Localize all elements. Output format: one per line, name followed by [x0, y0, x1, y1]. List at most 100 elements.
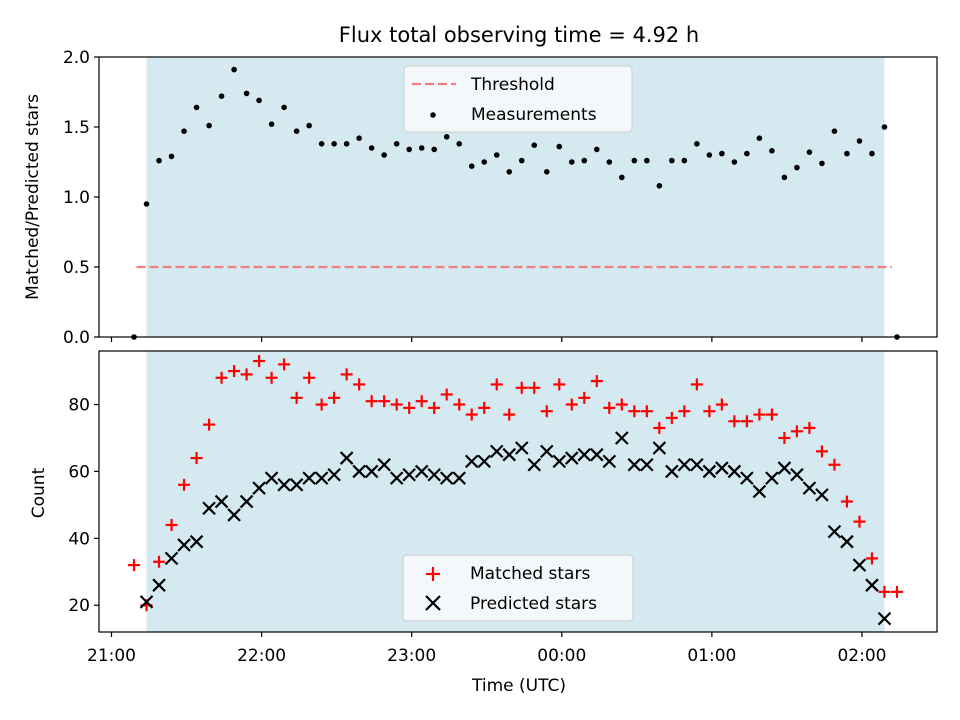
matched-star-point — [403, 401, 416, 414]
measurement-point — [331, 141, 337, 147]
predicted-star-point — [765, 471, 779, 485]
measurement-point — [281, 104, 287, 111]
predicted-star-point — [252, 481, 266, 495]
predicted-star-point — [302, 471, 316, 485]
predicted-star-point — [827, 524, 842, 539]
predicted-star-point — [640, 457, 654, 472]
measurement-point — [443, 134, 450, 140]
matched-star-point — [828, 458, 841, 471]
matched-star-point — [378, 395, 391, 408]
measurement-point — [306, 122, 312, 129]
matched-star-point — [690, 378, 703, 391]
bottom-x-tick-label: 00:00 — [537, 646, 586, 666]
predicted-star-point — [539, 444, 554, 459]
measurement-point — [631, 157, 638, 164]
predicted-star-point — [677, 457, 692, 472]
matched-star-point — [265, 371, 278, 384]
predicted-star-point — [590, 447, 604, 462]
predicted-star-point — [652, 441, 667, 455]
predicted-star-point — [489, 444, 504, 459]
top-y-tick-label: 1.5 — [63, 118, 90, 138]
measurement-point — [518, 157, 525, 164]
measurement-point — [418, 145, 425, 151]
predicted-star-point — [752, 484, 767, 499]
predicted-star-point — [427, 467, 441, 482]
predicted-star-point — [377, 457, 391, 472]
matched-star-point — [853, 515, 866, 528]
predicted-star-point — [865, 578, 879, 592]
matched-star-point — [515, 381, 528, 394]
bottom-legend: Matched stars Predicted stars — [402, 554, 634, 622]
legend-matched-swatch — [426, 567, 440, 581]
top-y-axis-label: Matched/Predicted stars — [23, 94, 43, 300]
matched-star-point — [178, 478, 191, 491]
matched-star-point — [390, 398, 403, 411]
measurement-point — [706, 152, 713, 158]
predicted-star-point — [139, 595, 154, 609]
measurement-point — [694, 141, 700, 147]
measurement-point — [256, 97, 262, 104]
measurement-point — [881, 124, 888, 130]
predicted-star-point — [665, 464, 679, 479]
matched-star-point — [415, 395, 428, 408]
matched-star-point — [278, 358, 291, 371]
x-axis-label: Time (UTC) — [471, 676, 566, 696]
measurement-point — [393, 141, 400, 147]
measurement-point — [606, 159, 613, 165]
matched-star-point — [665, 411, 678, 424]
matched-star-point — [228, 365, 241, 378]
measurement-point — [531, 142, 538, 148]
top-panel: 0.00.51.01.52.0 Matched/Predicted stars … — [23, 48, 938, 348]
predicted-star-point — [627, 457, 642, 472]
measurement-points — [131, 66, 900, 340]
top-y-tick-label: 0.5 — [63, 258, 90, 278]
matched-star-point — [765, 408, 778, 421]
predicted-star-point — [790, 467, 804, 482]
matched-star-point — [678, 405, 691, 418]
matched-star-point — [865, 552, 878, 565]
matched-star-point — [728, 415, 741, 428]
predicted-star-point — [615, 431, 629, 445]
predicted-star-point — [239, 494, 254, 509]
matched-star-point — [215, 371, 228, 384]
matched-star-point — [565, 398, 578, 411]
measurement-point — [231, 66, 237, 73]
measurement-point — [481, 159, 488, 165]
measurement-point — [756, 135, 763, 141]
measurement-point — [681, 157, 688, 164]
top-legend: Threshold Measurements — [403, 65, 633, 133]
matched-star-point — [353, 378, 366, 391]
matched-star-point — [428, 401, 441, 414]
legend-measurements-label: Measurements — [471, 105, 597, 125]
matched-star-point — [240, 368, 253, 381]
matched-star-point — [503, 408, 516, 421]
matched-star-point — [615, 398, 628, 411]
matched-star-point — [290, 391, 303, 404]
matched-star-point — [878, 585, 891, 598]
measurement-point — [468, 163, 475, 169]
predicted-star-point — [164, 551, 179, 566]
matched-star-point — [778, 431, 791, 444]
bottom-y-axis-label: Count — [29, 467, 49, 518]
predicted-star-point — [439, 471, 454, 485]
predicted-star-point — [177, 538, 191, 552]
matched-star-point — [790, 425, 803, 438]
predicted-star-point — [727, 464, 742, 479]
matched-star-point — [703, 405, 716, 418]
measurement-point — [769, 148, 775, 154]
bottom-legend-box — [402, 554, 634, 622]
legend-measurements-swatch — [430, 112, 436, 118]
measurement-point — [506, 169, 513, 175]
measurement-point — [206, 122, 212, 129]
measurement-point — [193, 104, 200, 111]
measurement-point — [581, 157, 588, 164]
measurement-point — [406, 146, 412, 153]
predicted-star-point — [402, 467, 416, 482]
matched-star-point — [328, 391, 341, 404]
predicted-star-point — [602, 454, 617, 469]
predicted-star-point — [214, 494, 229, 509]
measurement-point — [781, 174, 788, 181]
measurement-point — [844, 150, 850, 157]
